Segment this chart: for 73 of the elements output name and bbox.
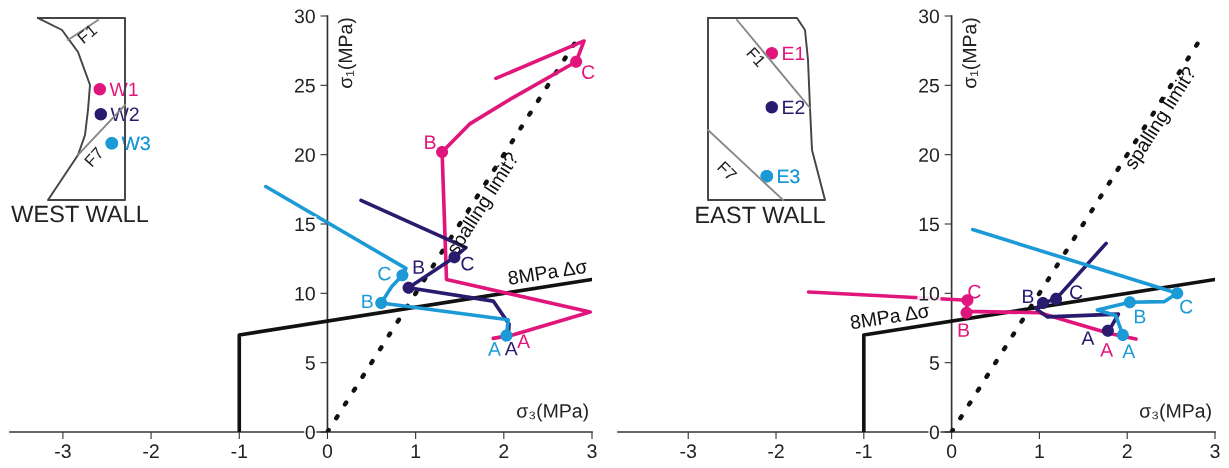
- annotation: F7: [84, 146, 105, 168]
- y-tick-label: 20: [295, 148, 315, 162]
- annotation: B: [1134, 309, 1146, 324]
- y-tick-label: 10: [919, 286, 940, 301]
- x-tick-label: -3: [680, 444, 697, 459]
- y-tick-label: 25: [295, 78, 315, 93]
- y-tick-label: 5: [929, 356, 939, 370]
- legend-label: E1: [783, 46, 805, 61]
- text: 8MPa Δσ: [507, 259, 588, 286]
- text: EAST WALL: [696, 206, 825, 224]
- point: [570, 55, 583, 68]
- point: [1171, 287, 1184, 300]
- annotation: A: [1081, 331, 1095, 345]
- point: [1036, 297, 1049, 310]
- x-tick-label: 0: [946, 444, 957, 459]
- x-tick-label: 3: [1210, 444, 1220, 459]
- point: [1123, 296, 1136, 309]
- y-tick-label: 15: [295, 217, 315, 232]
- point: [1101, 324, 1114, 337]
- x-tick-label: -2: [768, 444, 784, 458]
- annotation: B: [958, 323, 969, 337]
- x-axis-title: σ₃(MPa): [517, 403, 588, 422]
- annotation: F7: [717, 161, 738, 182]
- x-tick-label: 2: [1122, 444, 1132, 458]
- text: 8MPa Δσ: [849, 303, 931, 330]
- annotation: A: [517, 334, 531, 348]
- x-tick-label: 0: [322, 444, 333, 459]
- point: [375, 297, 388, 310]
- x-tick-label: 1: [1035, 444, 1044, 458]
- annotation: C: [378, 266, 391, 281]
- x-tick-label: -1: [231, 444, 247, 458]
- y-tick-label: 15: [919, 217, 939, 232]
- y-tick-label: 30: [918, 9, 940, 24]
- y-axis-title: σ₁(MPa): [338, 18, 357, 88]
- y-tick-label: 25: [919, 78, 939, 93]
- annotation: B: [413, 260, 425, 274]
- annotation: A: [504, 341, 518, 356]
- annotation: A: [488, 342, 501, 356]
- point: [436, 145, 449, 158]
- x-tick-label: 3: [587, 444, 597, 459]
- text: WEST WALL: [11, 205, 149, 223]
- annotation: C: [461, 256, 474, 271]
- y-tick-label: 0: [305, 425, 315, 440]
- annotation: B: [425, 135, 436, 149]
- point: [396, 269, 409, 282]
- annotation: C: [1180, 299, 1193, 314]
- y-tick-label: 5: [305, 356, 315, 370]
- point: [402, 281, 415, 294]
- x-tick-label: 1: [411, 444, 421, 458]
- x-tick-label: -2: [143, 444, 159, 458]
- annotation: C: [582, 65, 595, 79]
- point: [1050, 292, 1063, 305]
- annotation: A: [1122, 344, 1136, 358]
- point: [960, 306, 973, 319]
- x-tick-label: -3: [55, 444, 71, 459]
- annotation: B: [1023, 289, 1034, 304]
- legend-label: E2: [783, 100, 805, 115]
- annotation: A: [1100, 343, 1114, 357]
- y-tick-label: 0: [929, 425, 940, 440]
- legend-label: E3: [778, 169, 800, 184]
- annotation: F1: [77, 23, 98, 44]
- y-tick-label: 10: [295, 286, 315, 301]
- point: [1116, 328, 1129, 341]
- annotation: B: [362, 294, 373, 309]
- x-axis-title: σ₃(MPa): [1139, 403, 1211, 422]
- point: [500, 329, 513, 342]
- x-tick-label: 2: [499, 444, 509, 458]
- annotation: C: [1070, 285, 1083, 300]
- x-tick-label: -1: [856, 444, 872, 458]
- y-tick-label: 30: [294, 9, 315, 24]
- y-tick-label: 20: [919, 148, 940, 162]
- annotation: F1: [746, 47, 767, 68]
- y-axis-title: σ₁(MPa): [962, 18, 981, 88]
